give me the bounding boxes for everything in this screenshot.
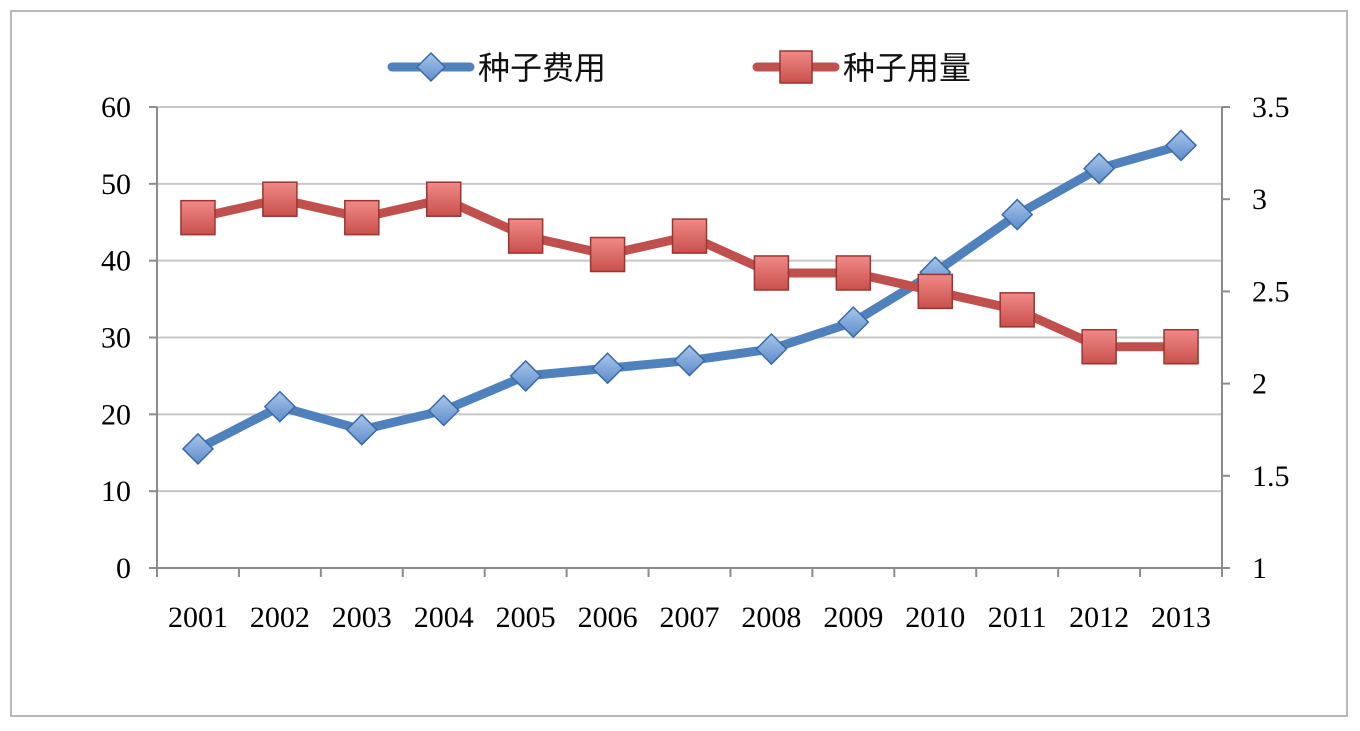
x-tick-label: 2008 <box>741 601 801 634</box>
legend-item-0: 种子费用 <box>387 49 606 87</box>
series-1-point <box>425 181 462 217</box>
x-tick-label: 2013 <box>1151 601 1211 634</box>
y-right-tick-label: 2.5 <box>1252 275 1290 308</box>
y-left-tick-label: 10 <box>101 475 131 508</box>
x-tick-label: 2003 <box>332 601 392 634</box>
series-0-point <box>345 413 378 446</box>
y-right-tick-label: 1.5 <box>1252 460 1290 493</box>
series <box>180 129 1199 465</box>
y-right-tick-label: 1 <box>1252 552 1267 585</box>
x-tick-label: 2012 <box>1069 601 1129 634</box>
series-0-point <box>1083 152 1116 185</box>
series-0-point <box>181 432 215 465</box>
series-1-point <box>507 218 544 254</box>
x-tick-label: 2007 <box>660 601 720 634</box>
y-right-tick-label: 3.5 <box>1252 91 1290 124</box>
series-1-point <box>753 255 790 291</box>
y-left-tick-label: 20 <box>101 398 131 431</box>
series-1-point <box>344 199 380 236</box>
series-1-point <box>262 181 298 217</box>
y-left-tick-label: 60 <box>101 91 131 124</box>
x-tick-label: 2001 <box>168 601 228 634</box>
x-tick-label: 2011 <box>988 601 1047 634</box>
series-1-point <box>1163 328 1199 365</box>
series-1-point <box>589 236 626 273</box>
series-1-point <box>835 255 872 291</box>
series-0-point <box>755 332 788 366</box>
series-0-point <box>1164 129 1198 162</box>
series-1-point <box>1081 328 1117 365</box>
x-tick-label: 2006 <box>578 601 638 634</box>
series-0-point <box>263 390 296 423</box>
legend: 种子费用 种子用量 <box>387 49 971 87</box>
x-tick-label: 2004 <box>414 601 474 634</box>
series-0-point <box>427 394 460 427</box>
y-left-tick-label: 30 <box>101 322 131 355</box>
legend-label: 种子用量 <box>843 49 971 87</box>
series-0-point <box>837 306 870 339</box>
x-tick-label: 2009 <box>823 601 883 634</box>
series-0-point <box>509 359 542 392</box>
series-0-point <box>673 344 706 377</box>
y-right-tick-label: 2 <box>1252 368 1267 401</box>
gridlines <box>157 106 1222 493</box>
y-left-tick-label: 40 <box>101 245 131 278</box>
legend-label: 种子费用 <box>478 49 606 87</box>
series-1-point <box>917 273 954 310</box>
y-left-tick-label: 0 <box>116 552 131 585</box>
y-left-tick-label: 50 <box>101 168 131 201</box>
legend-item-1: 种子用量 <box>752 49 971 87</box>
x-tick-label: 2002 <box>250 601 310 634</box>
x-tick-label: 2005 <box>496 601 556 634</box>
axes: 0 10 20 30 40 50 60 1 1.5 2 2.5 3 3.5 2001 2002 2003 200… <box>101 91 1290 634</box>
series-1-point <box>180 199 216 236</box>
y-right-tick-label: 3 <box>1252 183 1267 216</box>
x-tick-label: 2010 <box>905 601 965 634</box>
series-0-point <box>1001 198 1034 231</box>
series-1-point <box>999 292 1035 328</box>
series-1-point <box>671 218 708 254</box>
series-0-point <box>591 352 624 385</box>
